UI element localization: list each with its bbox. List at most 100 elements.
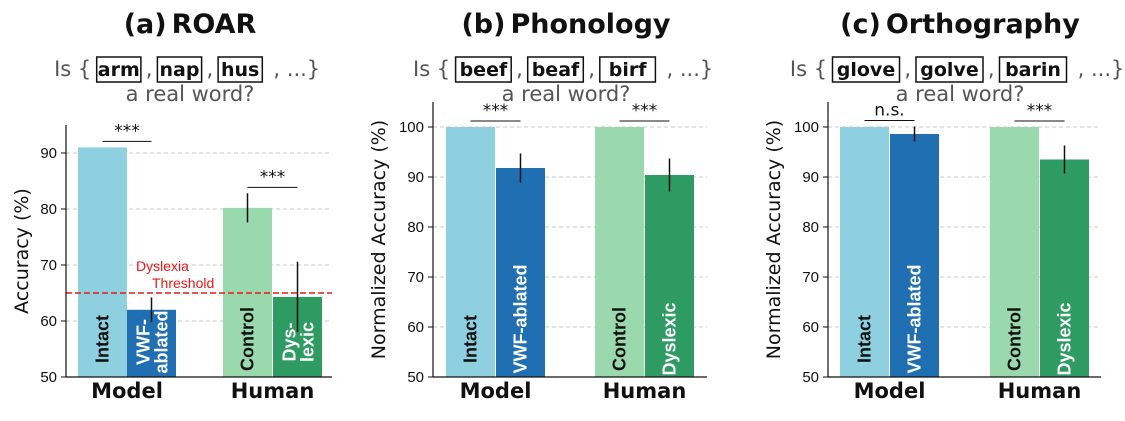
question-comma: , <box>988 57 995 81</box>
panel-title-letter: (a) <box>124 9 167 40</box>
question: Is { arm, nap, hus , ...} a real word? <box>54 56 320 106</box>
question-word: beef <box>460 59 508 81</box>
bar-dyslexic <box>1040 159 1089 377</box>
y-axis-label: Accuracy (%) <box>11 188 33 314</box>
y-tick-label: 70 <box>407 269 424 286</box>
question-word: golve <box>920 59 978 81</box>
y-tick-label: 90 <box>802 169 819 186</box>
panel-title-letter: (c) <box>840 9 881 40</box>
bar-dyslexic <box>645 175 694 377</box>
category-label: Human <box>231 379 315 403</box>
bar-label-part: VWF- <box>134 319 154 365</box>
word-box <box>217 56 264 83</box>
bar-vwf-ablated <box>496 168 545 377</box>
bar-label: Dyslexic <box>660 302 680 375</box>
bar-label: VWF-ablated <box>511 264 531 373</box>
bar-label-part: ablated <box>152 310 172 373</box>
bar-intact <box>446 127 495 377</box>
significance-label: *** <box>1027 101 1053 121</box>
bar-control <box>990 127 1039 377</box>
significance-label: *** <box>260 167 286 187</box>
question-comma: , <box>146 57 153 81</box>
y-tick-label: 100 <box>399 119 424 136</box>
significance-label: *** <box>632 101 658 121</box>
word-box <box>599 56 657 83</box>
y-tick-label: 60 <box>40 313 57 330</box>
question-line2: a real word? <box>126 82 255 106</box>
word-box <box>831 56 901 83</box>
panel-title-letter: (b) <box>461 9 505 40</box>
y-tick-label: 70 <box>802 269 819 286</box>
bar-label: Control <box>238 307 258 371</box>
panel-title-text: Phonology <box>510 9 670 40</box>
bar-label: VWF-ablated <box>905 264 925 373</box>
bar-control <box>595 127 644 377</box>
y-tick-label: 80 <box>802 219 819 236</box>
bar-label: Control <box>1005 307 1025 371</box>
y-tick-label: 90 <box>40 145 57 162</box>
question-comma: , <box>207 57 214 81</box>
bar-intact <box>78 147 127 377</box>
y-tick-label: 60 <box>407 319 424 336</box>
question: Is { glove, golve, barin , ...} a real word? <box>790 56 1125 106</box>
bar-label: Intact <box>855 315 875 363</box>
y-tick-label: 50 <box>802 369 819 386</box>
bar-label: Dyslexic <box>1055 302 1075 375</box>
question-word: arm <box>98 59 140 81</box>
significance-label: *** <box>114 121 140 141</box>
word-box <box>526 56 585 83</box>
bar-label: VWF-ablated <box>134 310 172 373</box>
bar-vwf-ablated <box>890 134 939 377</box>
question-word: barin <box>1005 59 1061 81</box>
category-label: Human <box>603 379 687 403</box>
y-axis-label: Normalized Accuracy (%) <box>368 120 390 359</box>
question-comma: , <box>516 57 523 81</box>
question-word: hus <box>221 59 259 81</box>
question-text: , ...} <box>667 57 714 81</box>
bar-label: Intact <box>93 315 113 363</box>
panel-orthography: (c) Orthography Is { glove, golve, barin , ...… <box>763 9 1124 403</box>
significance-label: *** <box>483 101 509 121</box>
question-line2: a real word? <box>502 82 631 106</box>
question: Is {beef, beaf, birf , ...} a real word? <box>413 56 714 106</box>
question-text: Is { <box>413 57 450 81</box>
panel-title-text: ROAR <box>172 9 257 40</box>
question-comma: , <box>904 57 911 81</box>
bar-label-part: Dys- <box>280 322 300 361</box>
y-tick-label: 50 <box>407 369 424 386</box>
question-text: Is { <box>790 57 827 81</box>
y-tick-label: 80 <box>40 201 57 218</box>
question-text: , ...} <box>273 57 320 81</box>
category-label: Model <box>460 379 532 403</box>
word-box <box>915 56 984 83</box>
y-tick-label: 90 <box>407 169 424 186</box>
question-text: , ...} <box>1078 57 1125 81</box>
bar-intact <box>840 127 889 377</box>
threshold-label: Dyslexia <box>136 258 189 274</box>
panel-roar: (a) ROAR Is { arm, nap, hus , ...} a real word?… <box>11 9 332 403</box>
panel-title: (a) ROAR <box>124 9 257 40</box>
bar-label-part: lexic <box>298 322 318 362</box>
question-word: nap <box>160 59 200 81</box>
panel-title-text: Orthography <box>886 9 1080 40</box>
question-text: Is { <box>54 57 91 81</box>
category-label: Model <box>854 379 926 403</box>
question-word: glove <box>837 59 895 81</box>
word-box <box>156 56 203 83</box>
word-box <box>998 56 1068 83</box>
panel-title: (b) Phonology <box>461 9 670 40</box>
bar-label: Intact <box>461 315 481 363</box>
question-word: birf <box>609 59 647 81</box>
y-tick-label: 80 <box>407 219 424 236</box>
question-line2: a real word? <box>896 82 1025 106</box>
y-tick-label: 60 <box>802 319 819 336</box>
word-box <box>95 56 142 83</box>
panel-title: (c) Orthography <box>840 9 1080 40</box>
bar-label: Dys-lexic <box>280 322 318 362</box>
category-label: Model <box>91 379 163 403</box>
word-box <box>454 56 512 83</box>
y-tick-label: 50 <box>40 369 57 386</box>
category-label: Human <box>998 379 1082 403</box>
significance-label: n.s. <box>874 101 904 121</box>
